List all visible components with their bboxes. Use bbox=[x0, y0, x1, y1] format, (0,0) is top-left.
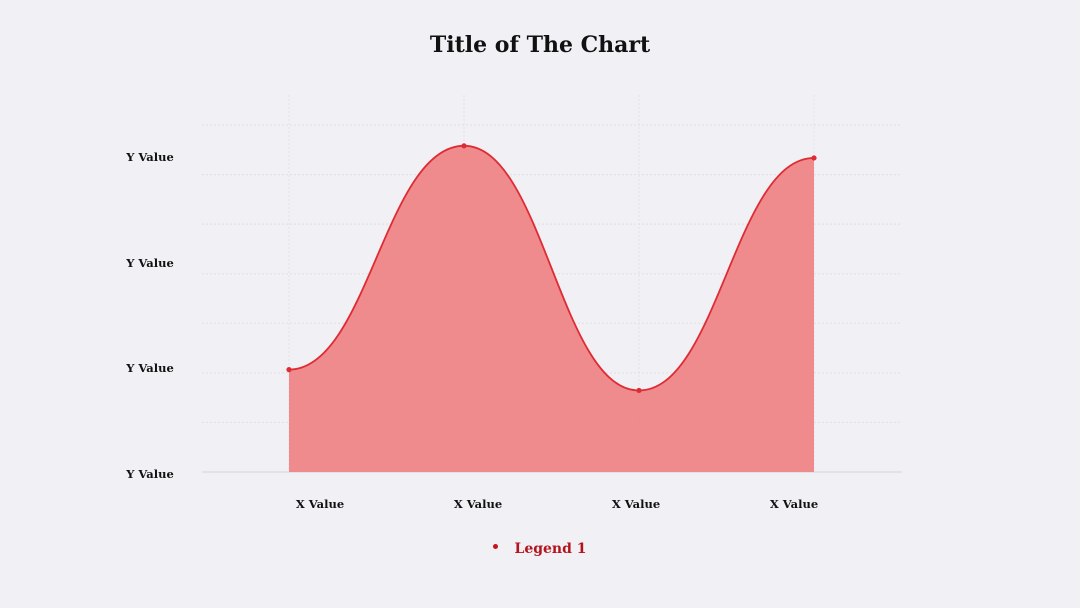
x-tick-label: X Value bbox=[770, 497, 818, 511]
series-area-fill bbox=[289, 145, 814, 472]
data-point[interactable] bbox=[811, 155, 817, 161]
legend[interactable]: Legend 1 bbox=[0, 541, 1080, 557]
y-tick-label: Y Value bbox=[125, 256, 174, 270]
legend-label: Legend 1 bbox=[514, 541, 587, 557]
data-point[interactable] bbox=[461, 143, 467, 149]
series-points bbox=[286, 143, 817, 394]
y-tick-label: Y Value bbox=[125, 467, 174, 481]
y-tick-label: Y Value bbox=[125, 361, 174, 375]
y-tick-label: Y Value bbox=[125, 150, 174, 164]
x-tick-label: X Value bbox=[454, 497, 502, 511]
data-point[interactable] bbox=[286, 367, 292, 373]
series-line bbox=[288, 144, 815, 392]
data-point[interactable] bbox=[636, 387, 642, 394]
x-tick-label: X Value bbox=[612, 497, 660, 511]
x-tick-label: X Value bbox=[296, 497, 344, 511]
y-axis-labels: Y Value Y Value Y Value Y Value bbox=[125, 150, 174, 481]
chart-title: Title of The Chart bbox=[429, 32, 651, 58]
legend-marker bbox=[493, 543, 499, 549]
x-axis-labels: X Value X Value X Value X Value bbox=[296, 497, 818, 511]
series-area bbox=[288, 144, 815, 472]
